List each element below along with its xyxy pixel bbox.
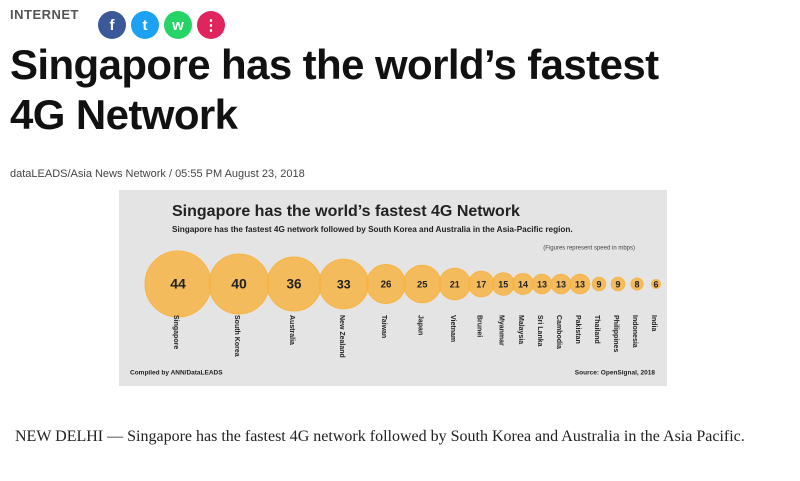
category-label: Japan — [416, 315, 423, 335]
chart-credit: Compiled by ANN/DataLEADS — [130, 370, 223, 377]
value-label: 15 — [498, 279, 508, 289]
category-label: India — [650, 315, 657, 331]
share-icon[interactable]: ⋮ — [204, 17, 219, 34]
value-label: 33 — [337, 277, 351, 291]
value-label: 26 — [381, 280, 392, 291]
value-label: 13 — [575, 279, 585, 289]
value-label: 8 — [634, 279, 639, 289]
share-button[interactable] — [197, 11, 225, 39]
headline-line: 4G Network — [10, 91, 238, 138]
value-label: 25 — [417, 279, 427, 289]
section-label[interactable]: INTERNET — [10, 7, 79, 22]
chart-subtitle: Singapore has the fastest 4G network fol… — [172, 225, 573, 234]
value-label: 9 — [596, 279, 601, 289]
category-label: Philippines — [612, 315, 619, 352]
value-label: 44 — [170, 276, 186, 292]
value-label: 13 — [537, 279, 547, 289]
value-label: 36 — [286, 277, 302, 292]
byline: dataLEADS/Asia News Network / 05:55 PM A… — [10, 168, 305, 180]
chart-title: Singapore has the world’s fastest 4G Net… — [172, 203, 520, 220]
share-button[interactable] — [164, 11, 192, 39]
bubble — [630, 277, 644, 291]
body-text: NEW DELHI — Singapore has the fastest 4G… — [15, 428, 745, 445]
share-icon[interactable]: f — [110, 17, 116, 34]
category-label: Singapore — [172, 315, 179, 349]
category-label: Malaysia — [517, 315, 524, 344]
category-label: New Zealand — [338, 315, 345, 358]
share-icon[interactable]: w — [171, 17, 184, 34]
bubble — [569, 273, 591, 295]
headline-line: Singapore has the world’s fastest — [10, 41, 659, 88]
category-label: Australia — [288, 315, 295, 345]
bubble — [591, 276, 607, 292]
value-label: 6 — [653, 279, 658, 289]
bubble — [610, 276, 626, 292]
category-label: Taiwan — [380, 315, 387, 338]
value-label: 9 — [615, 279, 620, 289]
category-label: Cambodia — [555, 315, 562, 349]
share-icon[interactable]: t — [143, 17, 148, 34]
category-label: South Korea — [233, 315, 240, 357]
category-label: Brunei — [475, 315, 482, 337]
category-label: Thailand — [593, 315, 600, 344]
value-label: 14 — [518, 279, 528, 289]
value-label: 40 — [231, 276, 247, 292]
chart-source: Source: OpenSignal, 2018 — [575, 370, 656, 377]
value-label: 21 — [450, 279, 460, 289]
category-label: Myanmar — [497, 315, 504, 346]
chart-note: (Figures represent speed in mbps) — [543, 246, 635, 252]
bubble — [651, 279, 661, 289]
value-label: 17 — [476, 279, 486, 289]
category-label: Indonesia — [631, 315, 638, 348]
headline: Singapore has the world’s fastest 4G Netw… — [10, 40, 659, 140]
value-label: 13 — [556, 279, 566, 289]
category-label: Sri Lanka — [536, 315, 543, 347]
category-label: Vietnam — [449, 315, 456, 342]
share-button[interactable] — [131, 11, 159, 39]
share-button[interactable] — [98, 11, 126, 39]
category-label: Pakistan — [574, 315, 581, 344]
